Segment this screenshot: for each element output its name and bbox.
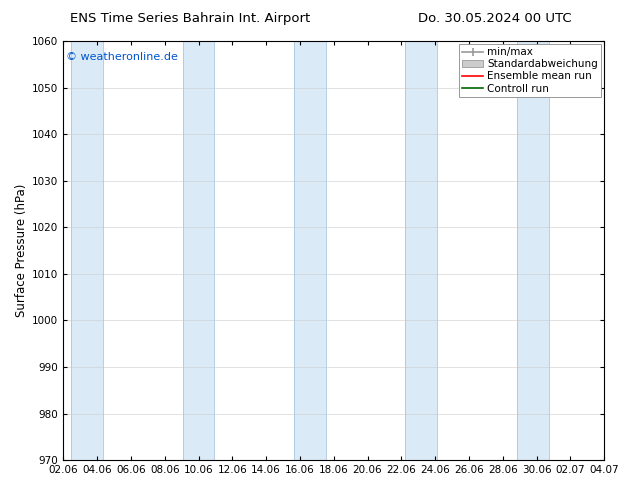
Text: Do. 30.05.2024 00 UTC: Do. 30.05.2024 00 UTC [418, 12, 571, 25]
Bar [517, 41, 548, 460]
Bar [183, 41, 214, 460]
Y-axis label: Surface Pressure (hPa): Surface Pressure (hPa) [15, 184, 28, 318]
Bar [294, 41, 326, 460]
Legend: min/max, Standardabweichung, Ensemble mean run, Controll run: min/max, Standardabweichung, Ensemble me… [459, 44, 601, 97]
Bar [405, 41, 437, 460]
Text: ENS Time Series Bahrain Int. Airport: ENS Time Series Bahrain Int. Airport [70, 12, 310, 25]
Text: © weatheronline.de: © weatheronline.de [66, 51, 178, 62]
Bar [71, 41, 103, 460]
